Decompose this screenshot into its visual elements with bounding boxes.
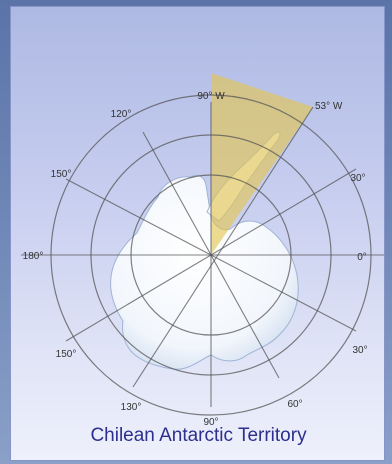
label-150-lower: 150° bbox=[56, 349, 77, 360]
label-150-upper: 150° bbox=[51, 169, 72, 180]
antarctica-landmass bbox=[110, 174, 299, 370]
label-130: 130° bbox=[121, 402, 142, 413]
label-60: 60° bbox=[287, 399, 302, 410]
label-53w: 53° W bbox=[315, 101, 343, 112]
label-30-lower: 30° bbox=[352, 345, 367, 356]
map-title: Chilean Antarctic Territory bbox=[90, 425, 307, 446]
label-0: 0° bbox=[357, 252, 367, 263]
claim-sector bbox=[211, 73, 313, 255]
label-30-upper: 30° bbox=[350, 173, 365, 184]
label-90: 90° bbox=[203, 417, 218, 428]
map-frame: 90° W 53° W 120° 150° 180° 150° 130° 90°… bbox=[10, 6, 385, 461]
polar-map: 90° W 53° W 120° 150° 180° 150° 130° 90°… bbox=[21, 73, 384, 428]
label-120: 120° bbox=[111, 109, 132, 120]
meridian-line bbox=[132, 106, 314, 388]
label-180: 180° bbox=[23, 251, 44, 262]
label-90w: 90° W bbox=[197, 91, 225, 102]
meridian-line bbox=[65, 168, 357, 342]
